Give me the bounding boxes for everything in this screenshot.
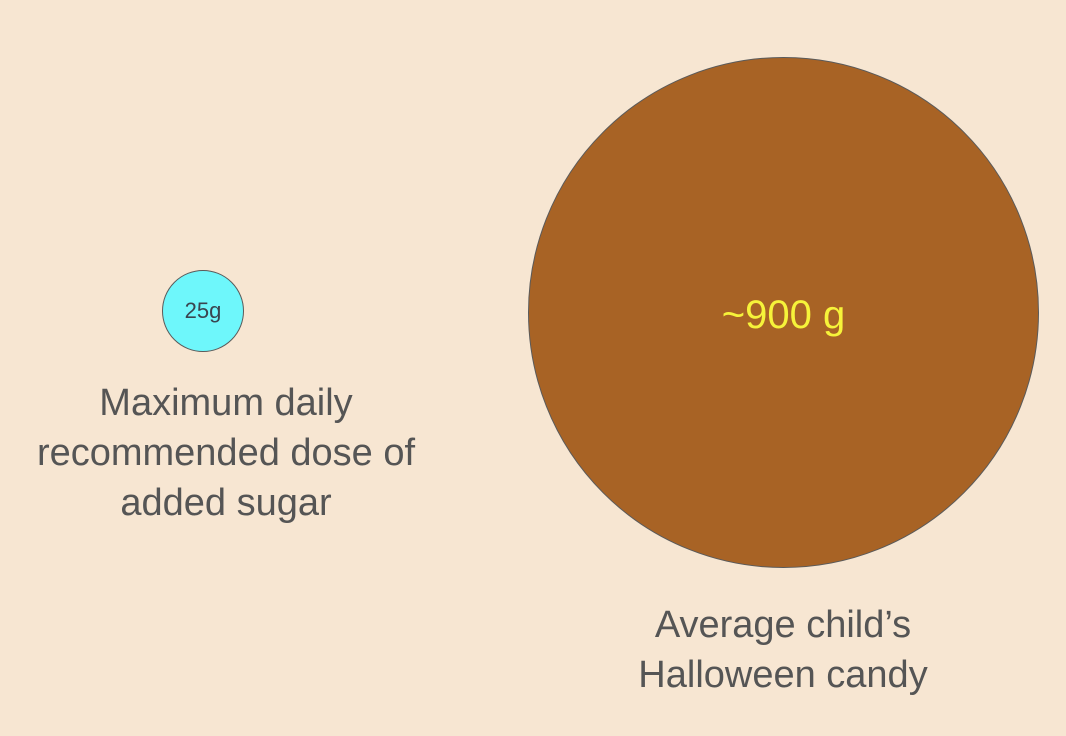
daily-sugar-circle: 25g <box>162 270 244 352</box>
halloween-candy-value: ~900 g <box>721 292 846 337</box>
halloween-candy-circle: ~900 g <box>528 57 1039 568</box>
daily-sugar-value: 25g <box>184 298 222 323</box>
halloween-candy-caption: Average child’s Halloween candy <box>638 604 928 696</box>
daily-sugar-caption: Maximum daily recommended dose of added … <box>36 382 416 524</box>
